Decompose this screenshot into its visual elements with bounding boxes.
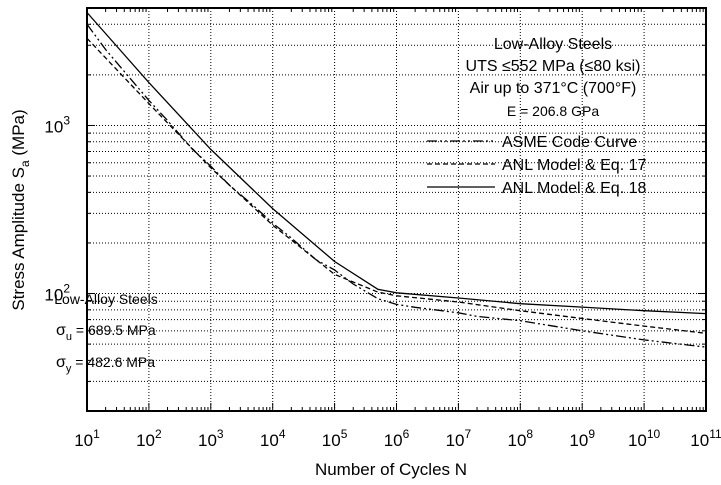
annotation-block: Low-Alloy Steels UTS ≤552 MPa (≤80 ksi) … xyxy=(466,36,641,119)
ticks: 101 102 103 104 105 106 107 108 109 1010 1011 102 10… xyxy=(44,8,721,450)
title-line-2: UTS ≤552 MPa (≤80 ksi) xyxy=(466,58,641,75)
title-line-3: Air up to 371°C (700°F) xyxy=(470,80,637,97)
sigma-u-subscript: u xyxy=(66,331,72,343)
x-tick-label: 103 xyxy=(198,427,224,450)
grid xyxy=(87,8,706,411)
legend-label-eq17: ANL Model & Eq. 17 xyxy=(502,157,646,174)
y-axis-title-sub: a xyxy=(18,160,32,167)
x-tick-label: 1011 xyxy=(690,427,721,450)
legend-label-asme: ASME Code Curve xyxy=(502,134,637,151)
x-tick-label: 101 xyxy=(74,427,100,450)
properties-title: Low-Alloy Steels xyxy=(54,291,158,307)
y-tick-label: 102 xyxy=(44,282,70,305)
x-tick-label: 108 xyxy=(507,427,533,450)
series-line-2 xyxy=(86,37,707,334)
legend: ASME Code Curve ANL Model & Eq. 17 ANL M… xyxy=(427,134,646,197)
sigma-u-value: = 689.5 MPa xyxy=(72,322,156,338)
modulus-text: E = 206.8 GPa xyxy=(507,103,599,119)
sigma-y-line: σy = 482.6 MPa xyxy=(56,354,155,375)
sigma-y-value: = 482.6 MPa xyxy=(71,354,155,370)
y-axis-title-main: Stress Amplitude S xyxy=(9,167,28,311)
y-axis-title-unit: (MPa) xyxy=(9,109,28,160)
series-line-1 xyxy=(86,23,707,348)
y-tick-label: 103 xyxy=(44,113,70,136)
x-tick-label: 104 xyxy=(260,427,286,450)
title-line-1: Low-Alloy Steels xyxy=(494,36,612,53)
x-tick-label: 107 xyxy=(446,427,472,450)
sigma-u-symbol: σ xyxy=(56,322,66,339)
series-layer xyxy=(86,12,707,348)
sigma-y-symbol: σ xyxy=(56,354,66,371)
properties-box: Low-Alloy Steels σu = 689.5 MPa σy = 482… xyxy=(54,291,158,375)
sigma-u-line: σu = 689.5 MPa xyxy=(56,322,156,343)
x-tick-label: 105 xyxy=(322,427,348,450)
x-axis-title: Number of Cycles N xyxy=(315,460,467,479)
y-axis-title: Stress Amplitude Sa (MPa) xyxy=(9,109,32,310)
series-line-3 xyxy=(86,12,707,315)
legend-label-eq18: ANL Model & Eq. 18 xyxy=(502,180,646,197)
x-tick-label: 106 xyxy=(384,427,410,450)
x-tick-label: 102 xyxy=(136,427,162,450)
x-tick-label: 1010 xyxy=(628,427,661,450)
sigma-y-subscript: y xyxy=(66,363,72,375)
x-tick-label: 109 xyxy=(569,427,595,450)
